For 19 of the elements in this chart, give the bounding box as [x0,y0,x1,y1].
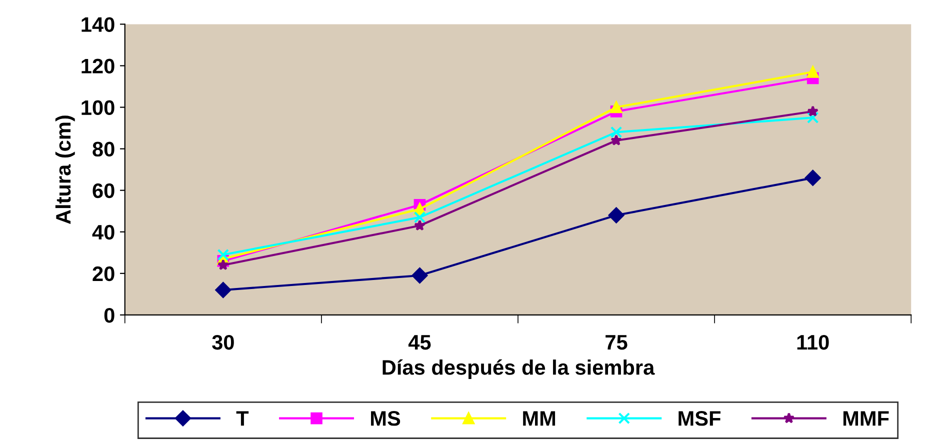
x-tick-label: 30 [212,334,234,350]
y-axis-title: Altura (cm) [55,116,75,224]
y-tick-label: 60 [92,183,114,198]
legend-label: MS [371,411,400,426]
y-tick-label: 120 [82,58,114,74]
y-tick-label: 100 [82,100,114,116]
y-tick-label: 140 [82,17,114,32]
y-tick-label: 0 [104,308,114,323]
x-axis-title: Días después de la siembra [382,359,655,379]
y-tick-label: 80 [92,142,114,157]
x-tick-label: 75 [606,335,628,350]
x-tick-label: 110 [797,334,829,350]
x-tick-label: 45 [408,335,431,350]
legend-label: MMF [843,411,889,426]
y-tick-label: 40 [92,224,114,240]
y-tick-label: 20 [92,266,114,282]
legend-label: MSF [678,411,720,426]
legend-label: MM [523,411,556,426]
legend-label: T [236,411,249,426]
